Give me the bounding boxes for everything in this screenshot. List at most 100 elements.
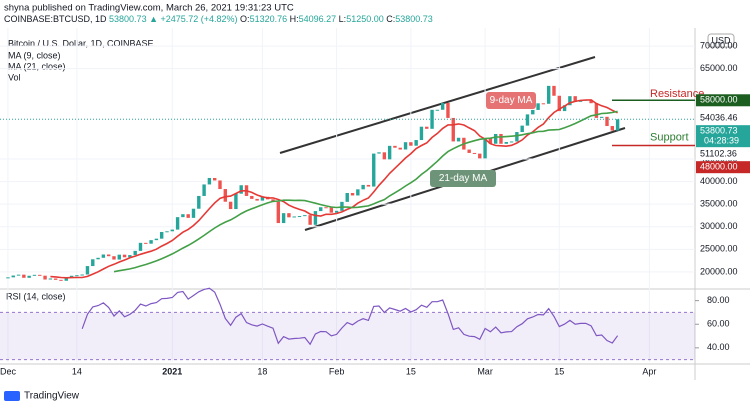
candle [610,126,614,131]
candle [234,193,238,210]
candle [493,133,498,144]
candle [112,256,116,260]
candle [292,216,296,218]
channel-upper [279,56,596,154]
footer: TradingView [24,391,80,402]
price-label: 54036.46 [700,113,738,123]
symbol-line: COINBASE:BTCUSD, 1D 53800.73 ▲ +2475.72 … [4,14,433,24]
candle [345,193,349,202]
y-tick-label: 40000.00 [700,176,738,186]
price-label-box [696,94,750,107]
candle [552,85,556,96]
candle [223,189,228,202]
price-label-box [696,161,750,174]
ma-legend: MA (21, close) [8,61,66,71]
candle [144,242,148,244]
x-tick-label: 18 [257,366,267,376]
candle [499,133,503,144]
candle [573,96,577,102]
x-tick-label: Feb [329,366,345,376]
resistance-label: Resistance [650,88,704,100]
candle [159,231,164,239]
y-tick-label: 30000.00 [700,221,738,231]
candle [85,266,90,275]
candle [43,275,47,280]
candle [276,201,281,224]
candle [6,277,10,279]
candle [181,214,185,218]
candle [541,103,546,105]
rsi-tick-label: 80.00 [707,295,730,305]
candle [313,211,318,225]
candle [435,109,440,111]
ma-line [50,99,618,279]
candle [478,153,482,159]
symbol-part: 53800.73 ▲ +2475.72 (+4.82%) [109,14,238,24]
price-label: 58000.00 [700,95,738,105]
rsi-line [81,287,619,346]
candle [133,250,137,256]
price-label-box [696,125,750,148]
candle [350,193,355,196]
candle [59,279,63,281]
symbol-part: L: [336,14,346,24]
x-tick-label: Mar [477,366,493,376]
vol-legend: Vol [8,72,21,82]
candle [149,240,153,244]
candle [96,257,100,260]
candle [202,184,206,196]
candle [22,274,26,278]
candle [281,213,286,224]
candle [186,214,190,218]
candle [615,119,620,131]
candle [409,142,413,146]
candle [557,95,561,112]
symbol-part: 51250.00 [346,14,384,24]
candle [154,238,159,241]
candle [440,102,445,110]
x-tick-label: Dec [0,366,16,376]
x-tick-label: 14 [72,366,82,376]
candle [488,138,493,144]
candle [483,138,487,159]
currency-box [707,33,735,48]
candle [255,198,259,201]
candle [419,126,424,141]
candle [64,277,68,281]
candle [106,254,111,257]
publisher: shyna published on TradingView.com, Marc… [4,3,294,14]
symbol-part: O: [238,14,250,24]
symbol-part: 53800.73 [395,14,433,24]
candle [451,117,455,142]
candle [366,184,371,187]
candle [515,132,519,142]
y-tick-label: 25000.00 [700,244,738,254]
candle [329,207,334,213]
candle [175,217,180,230]
candle [509,141,514,143]
candle [334,210,339,213]
candle [91,259,95,267]
x-tick-label: 15 [406,366,416,376]
currency: USD [711,35,731,45]
support-label: Support [650,131,689,143]
candle [531,109,535,115]
rsi-tick-label: 60.00 [707,319,730,329]
price-label-box [696,112,750,125]
candle [319,207,323,212]
candle [191,208,196,218]
candle [165,231,169,233]
chart-title: Bitcoin / U.S. Dollar, 1D, COINBASE [8,38,154,48]
candle [356,189,360,196]
candle [504,142,508,144]
candle [122,254,127,258]
candle [218,180,222,190]
candle [594,103,599,118]
x-tick-label: 2021 [162,366,182,376]
candle [101,254,106,258]
symbol-part: 54096.27 [299,14,337,24]
candle [11,275,15,278]
ma-legend: MA (9, close) [8,50,61,60]
candle [403,142,408,150]
